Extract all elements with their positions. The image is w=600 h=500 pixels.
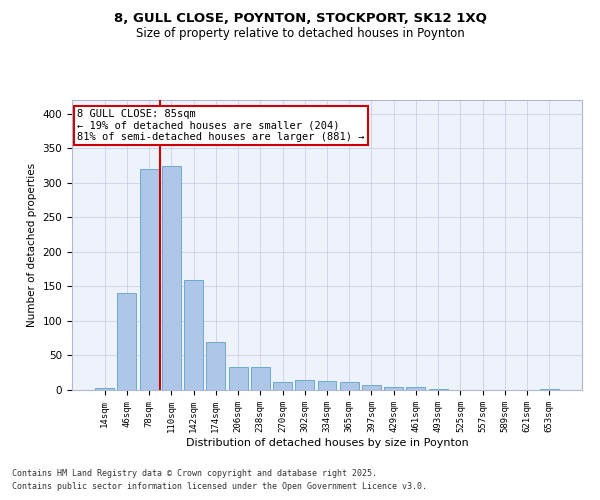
Bar <box>229 367 248 390</box>
Bar <box>317 381 337 390</box>
Bar <box>95 388 114 390</box>
Bar <box>140 169 158 390</box>
Text: Size of property relative to detached houses in Poynton: Size of property relative to detached ho… <box>136 28 464 40</box>
Text: 8 GULL CLOSE: 85sqm
← 19% of detached houses are smaller (204)
81% of semi-detac: 8 GULL CLOSE: 85sqm ← 19% of detached ho… <box>77 108 365 142</box>
Bar <box>118 294 136 390</box>
Bar <box>540 388 559 390</box>
Bar <box>251 367 270 390</box>
Text: Contains HM Land Registry data © Crown copyright and database right 2025.: Contains HM Land Registry data © Crown c… <box>12 468 377 477</box>
Y-axis label: Number of detached properties: Number of detached properties <box>27 163 37 327</box>
Bar <box>206 342 225 390</box>
Bar <box>295 380 314 390</box>
Text: Contains public sector information licensed under the Open Government Licence v3: Contains public sector information licen… <box>12 482 427 491</box>
X-axis label: Distribution of detached houses by size in Poynton: Distribution of detached houses by size … <box>185 438 469 448</box>
Bar <box>384 386 403 390</box>
Bar <box>184 280 203 390</box>
Bar <box>406 386 425 390</box>
Bar <box>273 382 292 390</box>
Text: 8, GULL CLOSE, POYNTON, STOCKPORT, SK12 1XQ: 8, GULL CLOSE, POYNTON, STOCKPORT, SK12 … <box>113 12 487 26</box>
Bar <box>340 382 359 390</box>
Bar <box>362 385 381 390</box>
Bar <box>162 166 181 390</box>
